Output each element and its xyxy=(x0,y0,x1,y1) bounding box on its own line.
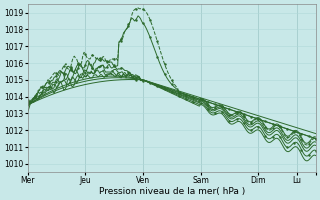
X-axis label: Pression niveau de la mer( hPa ): Pression niveau de la mer( hPa ) xyxy=(99,187,245,196)
